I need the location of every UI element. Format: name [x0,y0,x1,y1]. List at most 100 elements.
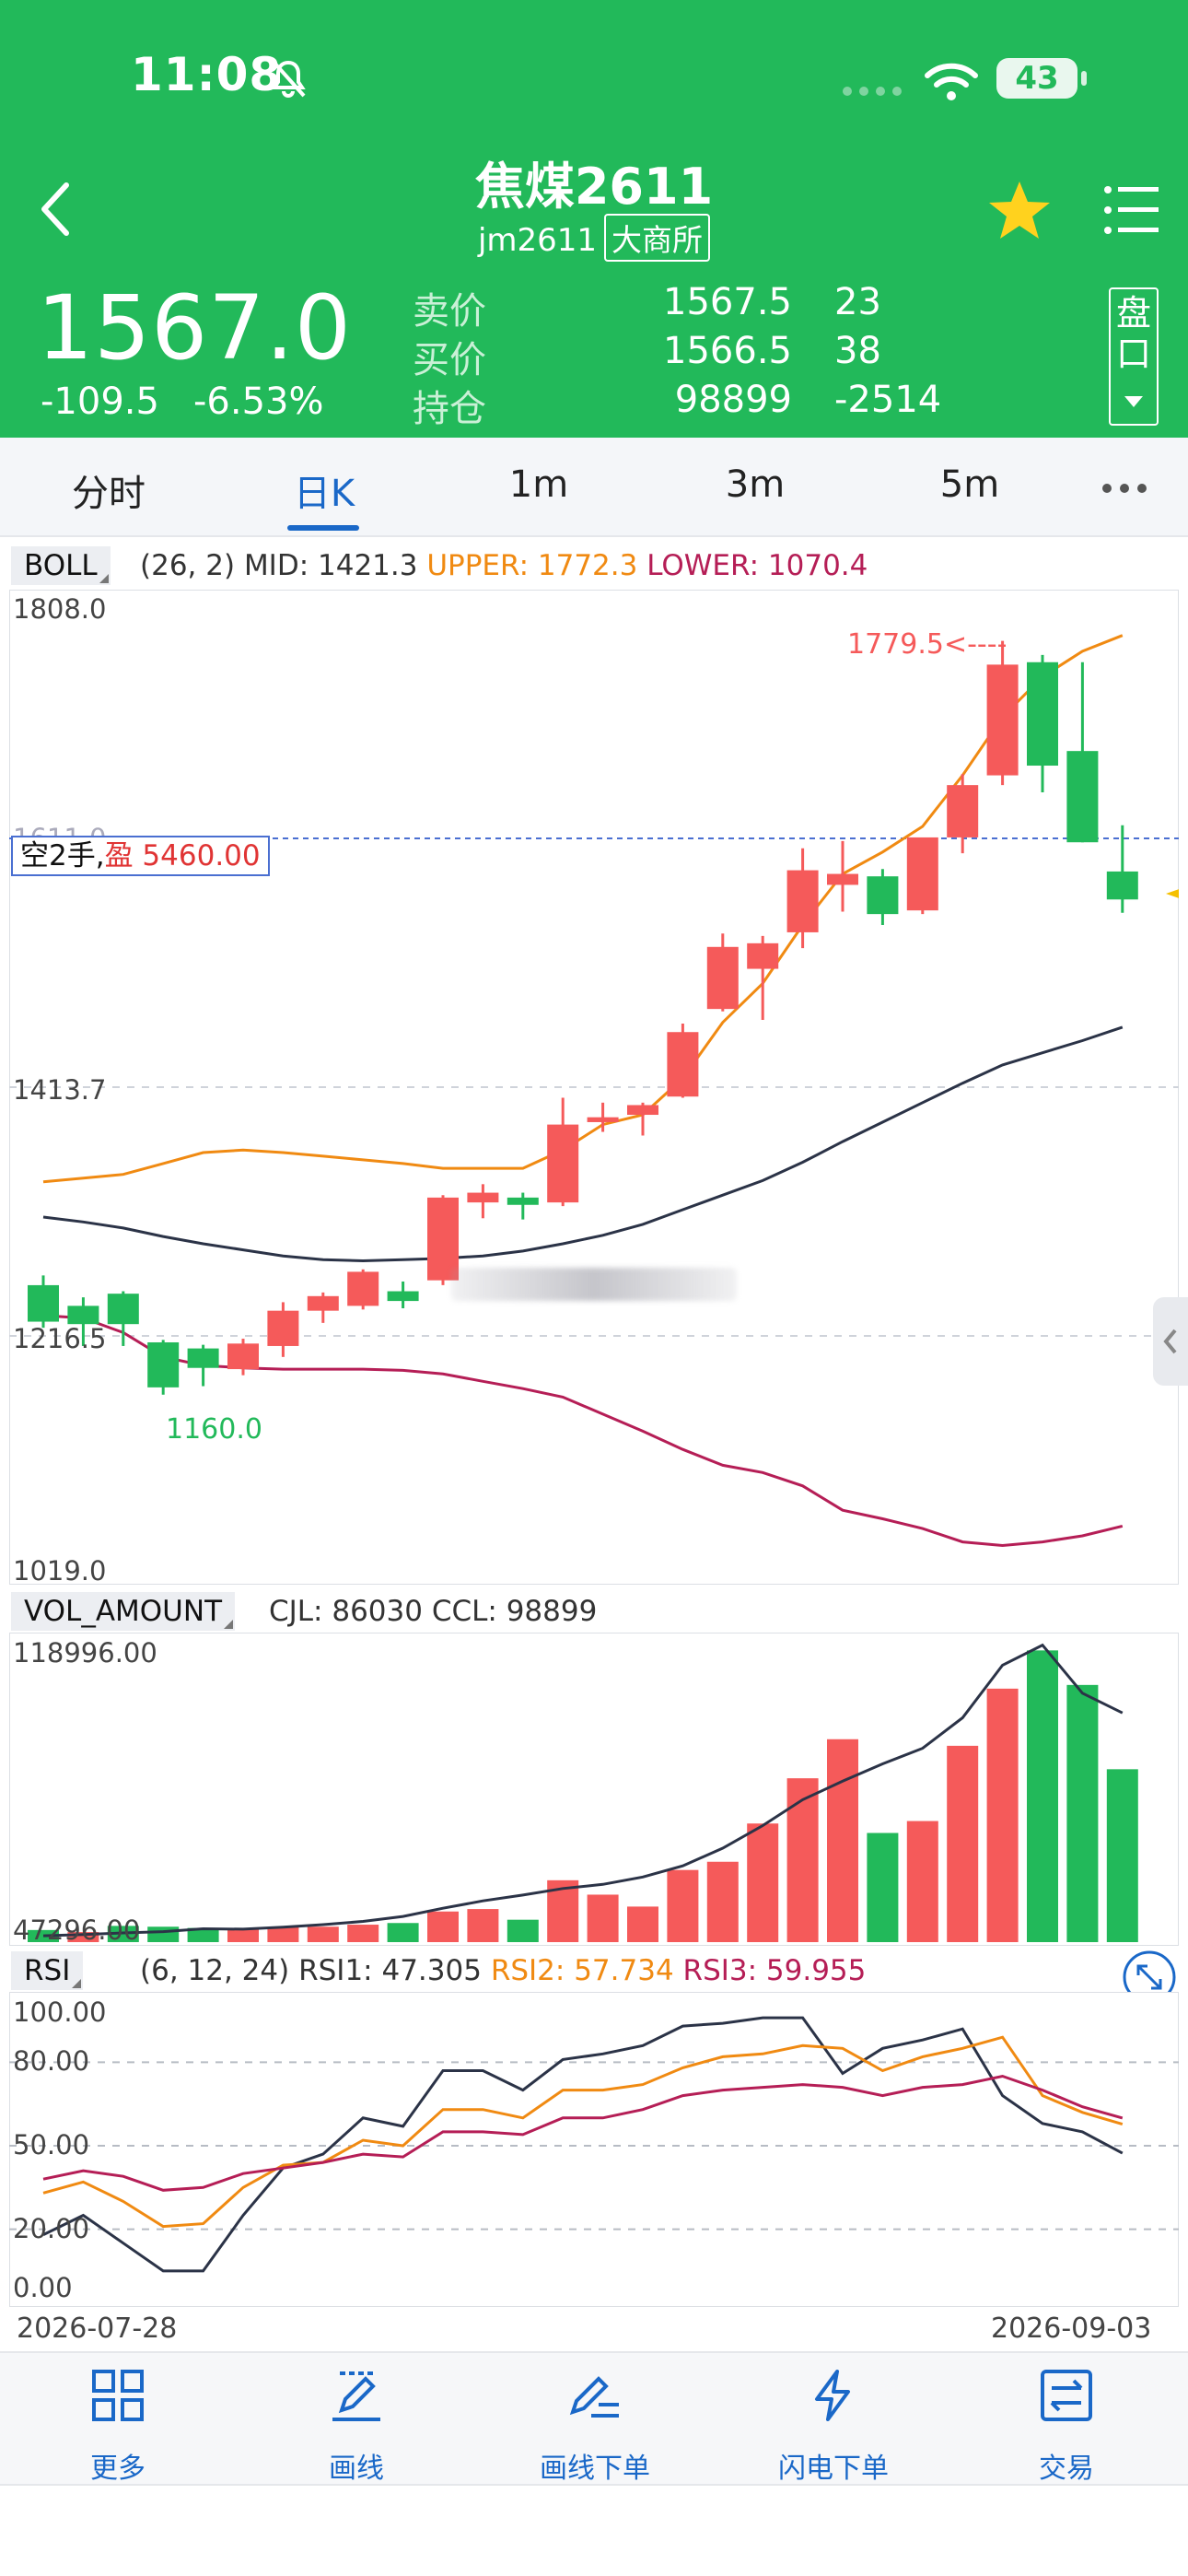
exchange-badge: 大商所 [604,214,711,262]
volume-bar [67,1932,99,1942]
volume-line [42,1643,1124,1938]
volume-bar [706,1861,739,1942]
nav-draw-line[interactable]: 画线 [274,2353,439,2485]
candle [547,1097,579,1207]
ask-volume: 23 [834,281,881,323]
boll-upper-line [42,634,1124,1184]
bell-muted-icon [267,57,309,103]
tab-5m[interactable]: 5m [939,463,1000,506]
lightning-icon [815,2370,850,2421]
candle [627,1102,658,1136]
tab-daily-k[interactable]: 日K [293,473,355,515]
tab-3m[interactable]: 3m [725,463,786,506]
volume-bar [1106,1769,1138,1942]
caret-down-icon [1124,396,1143,407]
last-price: 1567.0 [37,276,352,380]
pankou-button[interactable]: 盘口 [1109,287,1159,426]
price-axis-1216: 1216.5 [13,1323,107,1354]
pencil-line-icon [332,2371,380,2421]
position-tag[interactable]: 空2手,盈 5460.00 [11,836,270,876]
tab-1m[interactable]: 1m [508,463,569,506]
vol-axis-min: 47296.00 [13,1914,141,1946]
price-change-pct: -6.53% [193,381,324,423]
nav-trade-label: 交易 [1039,2453,1094,2485]
volume-bar [947,1745,979,1942]
candle [67,1297,99,1346]
candle [507,1192,539,1220]
rsi-chart[interactable] [9,1992,1179,2307]
volume-bar [507,1919,539,1942]
rsi-params: (6, 12, 24) [140,1954,290,1987]
boll-mid: MID: 1421.3 [243,549,418,582]
candle [347,1269,379,1310]
candle [267,1302,299,1357]
candle [387,1281,419,1309]
open-interest-label: 持仓 [413,388,486,430]
more-dots-icon[interactable] [1101,480,1147,498]
volume-bar [986,1688,1019,1942]
candlestick-chart[interactable] [9,590,1179,1585]
volume-bar [28,1929,59,1942]
volume-bar [827,1739,858,1942]
candle [827,840,858,912]
nav-more[interactable]: 更多 [35,2353,201,2485]
bottom-toolbar: 更多 画线 画线下单 闪电下单 交易 [0,2351,1188,2486]
volume-bar [867,1832,899,1942]
volume-chart[interactable] [9,1633,1179,1946]
candle [187,1344,219,1387]
candle [706,933,739,1012]
contract-subtitle: jm2611 大商所 [0,214,1188,262]
candle [1027,654,1058,793]
volume-bar [1027,1650,1058,1942]
rsi-axis-tick: 80.00 [13,2045,90,2078]
candle [867,869,899,926]
candle [28,1275,59,1329]
bid-price: 1566.5 [663,330,792,372]
candle [467,1184,499,1219]
tab-timeshare[interactable]: 分时 [72,473,146,515]
menu-list-icon[interactable] [1103,184,1160,240]
volume-bar [387,1923,419,1942]
nav-draw-order[interactable]: 画线下单 [512,2353,678,2485]
boll-lower-line [42,1314,1124,1548]
volume-bar [267,1926,299,1942]
rsi-axis-tick: 0.00 [13,2272,73,2303]
favorite-star-icon[interactable] [987,180,1052,244]
boll-upper: UPPER: 1772.3 [426,549,638,582]
period-tabs: 分时 日K 1m 3m 5m [0,438,1188,537]
rsi-axis-tick: 100.00 [13,1996,107,2028]
volume-bar [786,1778,819,1942]
volume-bar [347,1925,379,1942]
rsi-label[interactable]: RSI [11,1951,84,1990]
trade-icon [1041,2370,1092,2421]
volume-bar [147,1926,180,1942]
bid-volume: 38 [834,330,881,372]
candle [986,640,1019,786]
rsi-axis-tick: 20.00 [13,2212,90,2244]
date-start: 2026-07-28 [17,2313,178,2345]
boll-label[interactable]: BOLL [11,546,111,585]
nav-flash-order[interactable]: 闪电下单 [751,2353,916,2485]
vol-label[interactable]: VOL_AMOUNT [11,1592,236,1631]
price-change: -109.5 [41,381,159,423]
contract-symbol: jm2611 [477,222,598,259]
boll-params: (26, 2) [140,549,236,582]
back-arrow-icon[interactable] [37,180,74,242]
signal-icon [842,83,906,100]
pankou-label: 盘口 [1116,293,1152,374]
side-drawer-handle[interactable] [1153,1297,1188,1386]
active-tab-underline [287,525,359,531]
volume-bar [587,1894,619,1942]
low-annotation: 1160.0 [166,1413,262,1446]
candle [747,935,779,1021]
volume-bar [627,1906,658,1942]
blurred-overlay [451,1268,737,1301]
candle [587,1102,619,1132]
ask-price: 1567.5 [663,281,792,323]
open-interest-change: -2514 [834,379,942,421]
nav-more-label: 更多 [90,2453,146,2485]
battery-icon: 43 [996,58,1077,99]
volume-bar [467,1909,499,1942]
candle [147,1340,180,1395]
nav-trade[interactable]: 交易 [984,2353,1149,2485]
